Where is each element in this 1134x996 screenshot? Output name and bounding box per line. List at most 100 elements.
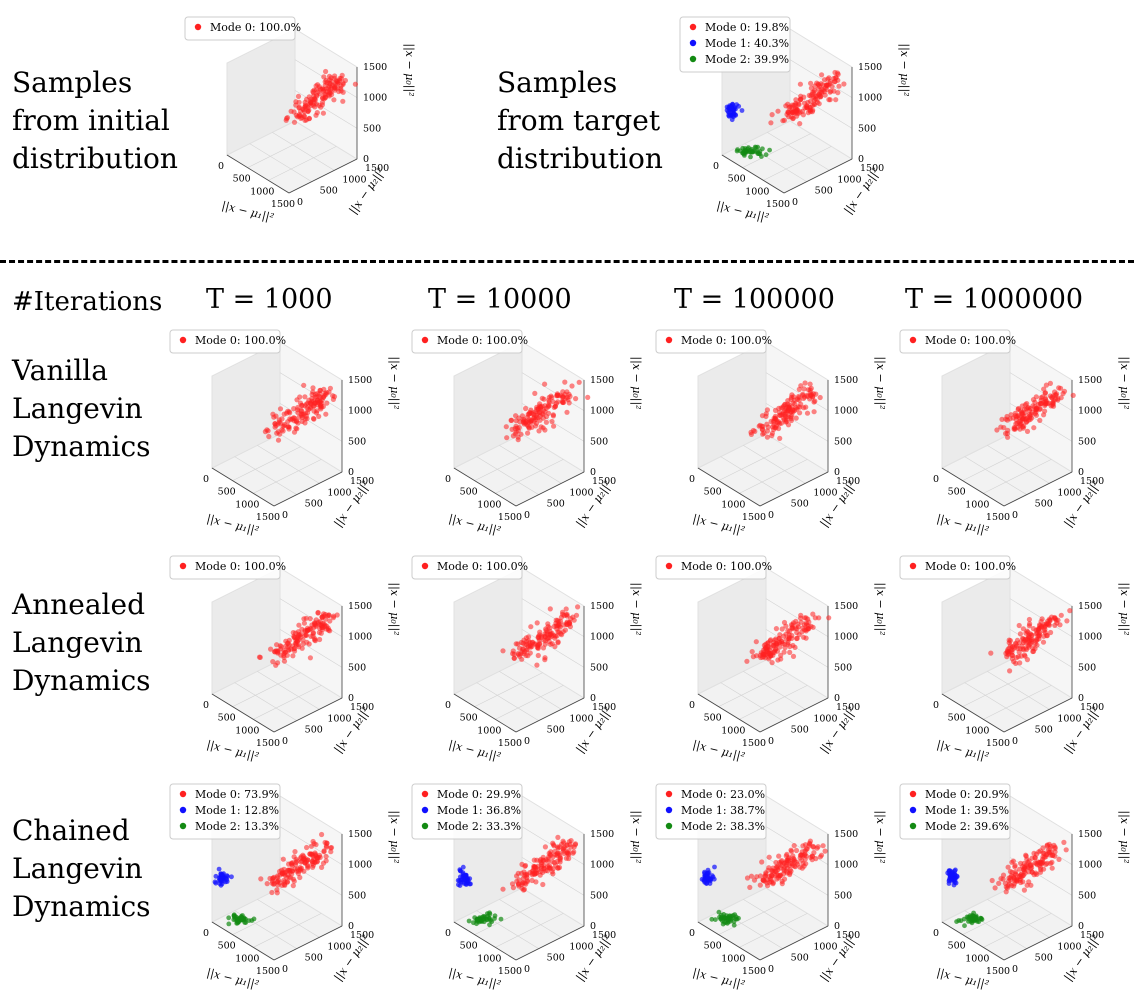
plot-vanilla-10000-y-axis [515,471,585,507]
plot-vanilla-1000-point-m0-126 [316,400,322,406]
plot-chained-1000000-series-mode-0 [989,839,1069,895]
plot-chained-100000-point-m0-78 [757,882,763,888]
plot-chained-1000000-point-m0-78 [1017,866,1023,872]
plot-annealed-100000-point-m0-121 [794,635,800,641]
plot-vanilla-100000-z-tick-3: 1500 [834,375,858,386]
plot-chained-100000-point-m0-103 [751,877,758,883]
plot-chained-1000000-y-axis [1003,925,1073,961]
plot-vanilla-100000-z-axis-label: ||x − μ₀||² [873,356,887,409]
plot-target-point-m2-37 [759,154,764,159]
plot-target-point-m0-9 [769,112,775,118]
plot-annealed-1000000-z-axis-label: ||x − μ₀||² [1117,582,1131,635]
plot-chained-1000-point-m0-122 [304,844,310,851]
plot-annealed-10000-point-m0-121 [568,616,574,622]
plot-vanilla-10000-legend-box [411,329,523,354]
plot-annealed-10000-x-tick-3: 1500 [498,738,522,749]
row-label-initial-line-3: distribution [12,142,178,175]
plot-chained-1000000-point-m0-113 [1037,869,1044,875]
plot-chained-100000-point-m0-138 [822,848,828,854]
plot-annealed-100000-point-m0-101 [787,643,793,650]
plot-vanilla-1000-point-m0-110 [298,407,304,413]
plot-chained-100000-point-m0-89 [817,854,823,860]
plot-annealed-1000-point-m0-31 [315,609,321,616]
plot-target-x-tick-2: 1000 [745,186,769,197]
plot-initial-point-m0-75 [321,87,327,93]
plot-vanilla-1000000-y-tick-3: 1500 [1080,476,1104,487]
plot-annealed-1000000-point-m0-121 [1021,652,1028,658]
plot-chained-1000-point-m0-118 [281,881,287,888]
plot-initial-x-tick-1: 500 [233,174,251,185]
column-label-1000: T = 1000 [206,284,333,315]
plot-vanilla-1000-point-m0-119 [311,403,317,409]
plot-vanilla-10000-point-m0-111 [508,417,515,423]
plot-chained-1000-point-m2-14 [251,916,257,922]
plot-target-point-m2-27 [763,152,769,158]
plot-annealed-100000-point-m0-102 [779,626,785,632]
plot-vanilla-1000000-z-axis-label: ||x − μ₀||² [1117,356,1131,409]
plot-chained-1000000-grid-x-500 [962,900,1031,935]
plot-target-point-m0-83 [816,82,822,88]
plot-chained-1000000-y-tick-2: 1000 [1057,941,1081,952]
plot-vanilla-100000-legend-entry-0: Mode 0: 100.0% [681,334,772,347]
plot-vanilla-10000-point-m0-112 [542,381,548,387]
plot-chained-100000-point-m0-95 [791,843,797,849]
plot-target-point-m0-90 [827,97,833,103]
plot-vanilla-10000-point-m0-88 [519,413,526,419]
plot-vanilla-1000000-point-m0-137 [1033,409,1039,415]
plot-chained-1000-legend-entry-1: Mode 1: 12.8% [195,804,279,817]
plot-chained-100000-point-m0-131 [777,865,783,871]
plot-chained-1000000-point-m1-38 [949,872,955,877]
plot-vanilla-1000000-legend-entry-0: Mode 0: 100.0% [925,334,1016,347]
plot-chained-100000-point-m0-76 [801,863,807,869]
plot-annealed-10000-point-m0-116 [518,651,524,657]
plot-chained-10000-point-m2-35 [471,920,476,926]
plot-annealed-10000-grid-z-500 [521,629,585,668]
plot-vanilla-1000000-point-m0-57 [1042,390,1048,396]
plot-target-x-tick-3: 1500 [766,199,790,210]
plot-initial-z-axis-label: ||x − μ₀||² [402,43,416,96]
plot-chained-1000-legend-entry-0: Mode 0: 73.9% [195,788,279,801]
plot-vanilla-100000-point-m0-134 [772,425,778,431]
plot-chained-10000-point-m0-135 [522,863,528,869]
plot-chained-100000-point-m0-123 [783,862,789,868]
plot-chained-100000-y-tick-2: 1000 [813,941,837,952]
plot-vanilla-10000-point-m0-135 [554,391,560,397]
plot-annealed-1000000-point-m0-128 [1023,645,1029,651]
plot-annealed-100000-z-tick-0: 0 [834,693,840,704]
plot-target-point-m1-39 [727,104,733,110]
plot-vanilla-100000-legend: Mode 0: 100.0% [655,329,772,354]
plot-vanilla-100000-point-m0-9 [817,394,823,401]
plot-vanilla-1000-point-m0-122 [294,397,300,403]
plot-chained-1000-point-m2-38 [231,912,237,918]
plot-vanilla-1000000-y-tick-0: 0 [1012,510,1018,521]
plot-chained-1000000-point-m0-115 [1012,864,1018,870]
plot-chained-100000-legend-marker-0 [665,790,673,798]
plot-initial-point-m0-138 [332,84,338,90]
row-label-annealed: Annealed Langevin Dynamics [12,586,151,700]
row-label-chained-line-3: Dynamics [12,890,151,923]
plot-target-legend: Mode 0: 19.8% Mode 1: 40.3% Mode 2: 39.9% [679,16,791,73]
plot-annealed-10000-y-tick-0: 0 [524,736,530,747]
plot-vanilla-100000-point-m0-20 [764,434,770,440]
plot-chained-1000000-point-m0-112 [1032,855,1038,861]
plot-annealed-1000000-legend: Mode 0: 100.0% [899,555,1016,580]
plot-initial-x-tick-3: 1500 [271,199,295,210]
plot-chained-10000-point-m2-26 [487,911,493,917]
plot-annealed-100000-grid-x-1000 [739,685,808,720]
plot-annealed-100000-point-m0-135 [765,640,771,646]
plot-chained-10000-point-m1-0 [460,864,466,870]
plot-vanilla-10000-x-tick-1: 500 [460,487,478,498]
plot-target-point-m2-30 [760,146,765,152]
plot-target-point-m0-115 [811,102,818,108]
plot-target-point-m0-118 [801,94,807,100]
plot-annealed-100000-x-axis-label: ||x − μ₁||² [691,738,746,764]
plot-annealed-100000-point-m0-54 [794,626,800,632]
plot-vanilla-1000-point-m0-113 [323,411,329,417]
plot-chained-100000-point-m0-136 [768,879,775,885]
plot-chained-10000-legend-box [411,783,523,840]
plot-annealed-100000-point-m0-112 [790,653,797,659]
plot-chained-1000000-point-m0-18 [1018,860,1024,866]
plot-chained-1000000-point-m0-120 [1024,856,1030,862]
plot-vanilla-10000-point-m0-122 [548,393,554,399]
plot-chained-10000-series-mode-1 [455,864,473,888]
